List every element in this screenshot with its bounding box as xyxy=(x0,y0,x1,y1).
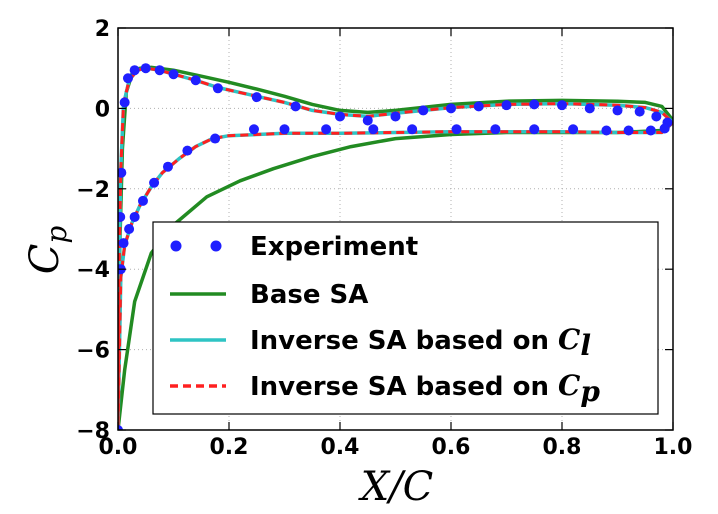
svg-text:Cp: Cp xyxy=(22,226,73,275)
experiment-point xyxy=(501,100,512,111)
experiment-point xyxy=(118,425,123,430)
experiment-point xyxy=(601,125,612,136)
experiment-point xyxy=(645,125,656,136)
experiment-point xyxy=(168,69,179,80)
experiment-point xyxy=(407,124,418,135)
x-tick-label: 0.8 xyxy=(543,435,582,460)
experiment-point xyxy=(119,97,130,108)
experiment-point xyxy=(473,101,484,112)
legend-box xyxy=(152,221,659,415)
experiment-point xyxy=(118,167,127,178)
x-tick-label: 0.0 xyxy=(99,435,138,460)
experiment-point xyxy=(529,124,540,135)
experiment-point xyxy=(124,224,135,234)
experiment-point xyxy=(122,73,133,84)
experiment-point xyxy=(634,106,645,117)
experiment-point xyxy=(451,124,462,135)
experiment-point xyxy=(248,124,259,135)
x-tick-label: 0.2 xyxy=(210,435,249,460)
x-axis-label: X/C xyxy=(358,464,434,510)
experiment-point xyxy=(190,75,201,86)
experiment-point xyxy=(390,111,401,122)
experiment-point xyxy=(279,124,290,135)
experiment-point xyxy=(137,195,148,206)
legend-label: Inverse SA based on Cl xyxy=(250,323,591,362)
experiment-point xyxy=(182,145,193,156)
experiment-point xyxy=(154,65,165,76)
series-layer xyxy=(118,63,673,430)
experiment-point xyxy=(584,103,595,114)
experiment-point xyxy=(623,125,634,136)
experiment-point xyxy=(529,99,540,110)
experiment-point xyxy=(212,83,223,94)
legend-marker-dot xyxy=(170,240,182,252)
experiment-point xyxy=(149,177,160,188)
legend-label: Base SA xyxy=(250,280,368,310)
experiment-point xyxy=(251,92,262,103)
experiment-point xyxy=(490,124,501,135)
y-tick-label: −8 xyxy=(76,419,110,444)
experiment-point xyxy=(418,105,429,116)
experiment-point xyxy=(321,124,332,135)
experiment-point xyxy=(446,103,456,114)
legend: Experiment Base SA Inverse SA based on Cl I… xyxy=(152,221,659,415)
ticks xyxy=(117,27,674,431)
x-tick-label: 0.4 xyxy=(321,435,360,460)
x-tick-label: 0.6 xyxy=(432,435,471,460)
legend-label: Experiment xyxy=(250,232,418,262)
experiment-point xyxy=(651,111,662,122)
legend-label: Inverse SA based on Cp xyxy=(250,369,600,408)
y-tick-label: 2 xyxy=(95,17,110,42)
experiment-point xyxy=(362,115,373,126)
plot-frame xyxy=(117,27,674,431)
experiment-point xyxy=(290,101,301,112)
experiment-point xyxy=(612,105,623,116)
experiment-point xyxy=(129,211,140,222)
y-tick-label: −4 xyxy=(76,258,110,283)
experiment-point xyxy=(140,63,151,74)
experiment-point xyxy=(162,161,173,172)
experiment-point xyxy=(557,100,567,111)
experiment-point xyxy=(568,124,579,135)
experiment-point xyxy=(368,124,379,135)
experiment-point xyxy=(210,133,221,144)
experiment-point xyxy=(129,65,140,76)
y-tick-label: −6 xyxy=(76,339,110,364)
series-line-inverse-sa-based-on-c-p xyxy=(118,66,673,430)
experiment-point xyxy=(335,111,345,122)
y-axis-label: Cp xyxy=(22,226,73,275)
experiment-point xyxy=(118,238,129,249)
experiment-point xyxy=(659,123,670,134)
legend-marker-dot xyxy=(210,240,222,252)
y-tick-labels: 2 0 −2 −4 −6 −8 xyxy=(76,17,110,444)
experiment-point xyxy=(118,211,126,222)
y-tick-label: −2 xyxy=(76,178,110,203)
x-tick-labels: 0.0 0.2 0.4 0.6 0.8 1.0 xyxy=(99,435,693,460)
y-tick-label: 0 xyxy=(95,97,110,122)
x-tick-label: 1.0 xyxy=(654,435,693,460)
